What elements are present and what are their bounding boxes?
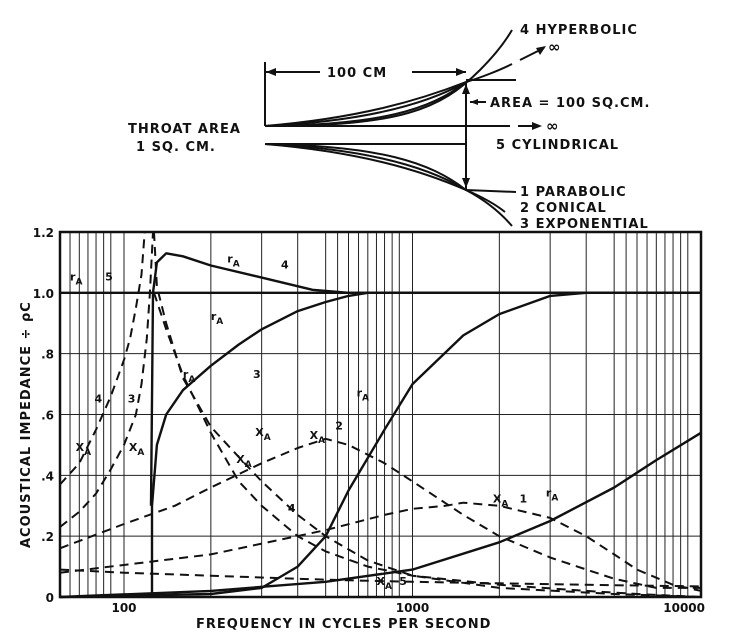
curve-annotation: XA (236, 453, 251, 470)
upper-curve-conical (264, 81, 467, 127)
label-conical: 2 CONICAL (520, 201, 607, 216)
curve-x1 (59, 501, 702, 592)
curve-r3 (150, 291, 701, 597)
y-tick-label: 1.2 (33, 226, 54, 240)
label-infinity-mid: ∞ (546, 117, 560, 135)
x-tick-label: 1000 (396, 601, 429, 615)
upper-curve-hyperbolic (264, 29, 513, 127)
curve-annotation: 5 (399, 575, 407, 588)
dimension-arrow-right (456, 68, 466, 76)
curve-x4b (153, 231, 702, 598)
area-arrow-bottom (462, 178, 470, 188)
curve-annotation: 4 (288, 502, 296, 515)
chart-frame (58, 230, 703, 599)
x-tick-label: 10000 (663, 601, 705, 615)
curve-r1 (59, 431, 702, 599)
x-tick-label: 100 (111, 601, 136, 615)
label-infinity-upper: ∞ (548, 38, 562, 56)
area-arrow-top (462, 84, 470, 94)
curve-annotation: 4 (94, 392, 102, 405)
area-pointer-head (470, 99, 478, 105)
label-exponential: 3 EXPONENTIAL (520, 217, 649, 232)
chart-grid (60, 232, 701, 597)
chart-curves (59, 231, 702, 599)
label-length: 100 CM (327, 66, 387, 81)
curve-annotation: rA (211, 310, 223, 327)
curve-x3b (153, 292, 702, 598)
axis-arrow-head (532, 122, 542, 130)
upper-curve-parabolic (264, 81, 467, 127)
upper-curve-exponential (264, 81, 467, 127)
curve-annotation: XA (255, 426, 270, 443)
y-axis-label: ACOUSTICAL IMPEDANCE ÷ ρC (19, 301, 34, 548)
label-throat-line1: THROAT AREA (128, 122, 241, 137)
y-tick-label: .8 (41, 348, 54, 362)
x-axis-label: FREQUENCY IN CYCLES PER SECOND (196, 617, 491, 632)
label-cylindrical: 5 CYLINDRICAL (496, 138, 619, 153)
label-parabolic: 1 PARABOLIC (520, 185, 627, 200)
curve-annotation: 1 (520, 493, 528, 506)
curve-x5 (59, 568, 702, 588)
curve-annotation: 3 (253, 368, 261, 381)
curve-annotation: XA (376, 575, 391, 592)
curve-annotation: 5 (105, 271, 113, 284)
curve-annotation: XA (493, 493, 508, 510)
curve-annotation: 3 (128, 392, 136, 405)
y-tick-label: .6 (41, 409, 54, 423)
lower-curve-parabolic (264, 143, 467, 191)
curve-annotation: rA (70, 271, 82, 288)
lower-extension-2 (465, 189, 513, 227)
curve-annotation: rA (227, 252, 239, 269)
lower-curve-conical (264, 143, 467, 191)
y-tick-label: .2 (41, 530, 54, 544)
curve-r4 (149, 252, 701, 506)
horn-diagram: 4 HYPERBOLIC ∞ 100 CM AREA = 100 SQ.CM. … (128, 23, 650, 232)
curve-x2 (59, 437, 701, 589)
curve-annotation: 2 (335, 420, 343, 433)
lower-extension-3 (465, 189, 517, 193)
y-tick-label: .4 (41, 469, 54, 483)
curve-annotation: rA (546, 487, 558, 504)
label-area: AREA = 100 SQ.CM. (490, 96, 650, 111)
curve-annotation: XA (129, 441, 144, 458)
curve-x4 (59, 231, 146, 486)
y-tick-label: 0 (46, 591, 54, 605)
dimension-arrow-left (266, 68, 276, 76)
curve-x3 (59, 231, 154, 528)
chart-tick-labels: 0 .2 .4 .6 .8 1.0 1.2 100 1000 10000 (33, 226, 705, 615)
curve-annotation: 4 (281, 259, 289, 272)
label-hyperbolic: 4 HYPERBOLIC (520, 23, 638, 38)
y-tick-label: 1.0 (33, 287, 54, 301)
lower-curve-exponential (264, 143, 467, 191)
label-throat-line2: 1 SQ. CM. (136, 140, 216, 155)
hyperbolic-infinity-arrow-head (536, 46, 546, 55)
